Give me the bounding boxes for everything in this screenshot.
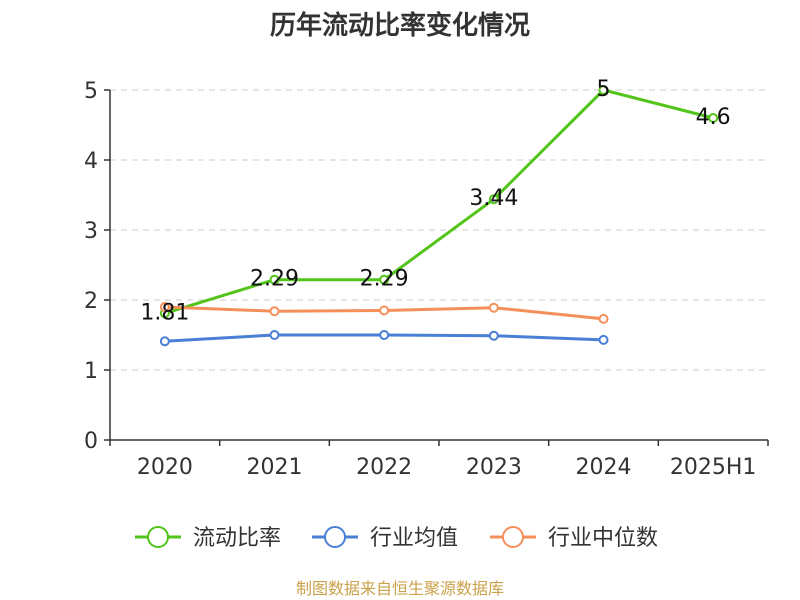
axes: 0 1 2 3 4 5 2020 2021 2022 2023 2024 2025H1 — [84, 79, 769, 480]
data-label: 5 — [597, 77, 611, 102]
data-label: 2.29 — [360, 267, 409, 292]
legend-item[interactable]: 行业中位数 — [490, 526, 658, 551]
chart-title: 历年流动比率变化情况 — [270, 10, 530, 41]
legend-label: 行业中位数 — [548, 526, 658, 551]
data-point[interactable] — [379, 305, 390, 316]
data-point[interactable] — [379, 274, 390, 285]
data-point[interactable] — [488, 302, 499, 313]
source-note: 制图数据来自恒生聚源数据库 — [296, 579, 504, 598]
y-tick-label: 0 — [84, 429, 98, 454]
legend-item[interactable]: 行业均值 — [312, 526, 458, 551]
legend-swatch-marker — [324, 526, 346, 548]
data-point[interactable] — [598, 85, 609, 95]
data-point[interactable] — [269, 274, 280, 285]
data-label: 4.6 — [696, 105, 731, 130]
data-point[interactable] — [598, 313, 609, 324]
legend-label: 行业均值 — [370, 526, 458, 551]
y-tick-label: 2 — [84, 289, 98, 314]
data-point[interactable] — [708, 113, 719, 123]
data-labels: 1.81 2.29 2.29 3.44 5 4.6 — [140, 77, 730, 325]
data-point[interactable] — [159, 336, 170, 347]
legend-item[interactable]: 流动比率 — [135, 526, 281, 551]
series-line — [164, 88, 714, 315]
x-tick-label: 2025H1 — [670, 455, 757, 480]
legend-label: 流动比率 — [193, 526, 281, 551]
data-point[interactable] — [488, 330, 499, 341]
series-layer — [159, 85, 719, 347]
data-point[interactable] — [379, 330, 390, 340]
x-tick-label: 2020 — [137, 455, 193, 480]
legend-swatch-marker — [147, 526, 169, 548]
data-point[interactable] — [159, 302, 170, 312]
x-tick-label: 2022 — [356, 455, 412, 480]
data-label: 1.81 — [140, 300, 189, 325]
x-tick-label: 2023 — [466, 455, 522, 480]
legend[interactable]: 流动比率 行业均值 行业中位数 — [135, 526, 658, 551]
data-point[interactable] — [269, 330, 280, 340]
data-point[interactable] — [598, 334, 609, 345]
y-tick-label: 4 — [84, 149, 98, 174]
data-label: 3.44 — [469, 186, 518, 211]
data-label: 2.29 — [250, 267, 299, 292]
grid-lines — [110, 89, 768, 371]
legend-swatch-marker — [502, 526, 524, 548]
data-point[interactable] — [488, 194, 499, 205]
x-tick-label: 2024 — [576, 455, 632, 480]
y-tick-label: 1 — [84, 359, 98, 384]
y-tick-label: 3 — [84, 219, 98, 244]
x-tick-label: 2021 — [247, 455, 303, 480]
data-point[interactable] — [269, 306, 280, 317]
y-tick-label: 5 — [84, 79, 98, 104]
